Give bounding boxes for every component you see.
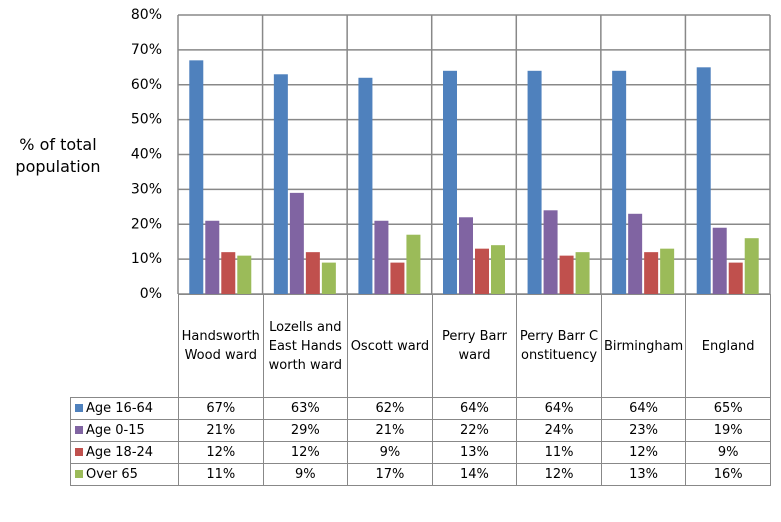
- table-value: 64%: [431, 397, 518, 420]
- category-label: Oscott ward: [347, 294, 433, 398]
- legend-entry: Age 16-64: [70, 397, 179, 420]
- bar: [728, 262, 743, 294]
- legend-entry: Age 0-15: [70, 419, 179, 442]
- legend-label: Age 16-64: [86, 401, 154, 416]
- table-value: 9%: [347, 441, 433, 464]
- table-value: 11%: [178, 463, 264, 486]
- bar: [660, 248, 675, 294]
- series-row: Over 65 11% 9% 17% 14% 12% 13% 16%: [70, 463, 771, 486]
- table-value: 22%: [431, 419, 518, 442]
- data-table: Handsworth Wood ward Lozells and East Han…: [70, 294, 771, 486]
- table-value: 24%: [516, 419, 602, 442]
- bar: [696, 67, 711, 294]
- legend-entry: Age 18-24: [70, 441, 179, 464]
- bar: [374, 220, 389, 294]
- legend-label: Over 65: [86, 467, 138, 482]
- bar: [305, 252, 320, 294]
- y-tick-label: 40%: [131, 147, 162, 163]
- bar: [712, 227, 727, 294]
- bar: [475, 248, 489, 294]
- legend-swatch: [75, 404, 83, 412]
- bar: [575, 252, 590, 294]
- table-value: 9%: [685, 441, 771, 464]
- legend-label: Age 18-24: [86, 445, 154, 460]
- table-value: 12%: [178, 441, 264, 464]
- bar: [644, 252, 659, 294]
- bar: [189, 60, 204, 295]
- table-value: 62%: [347, 397, 433, 420]
- bar: [443, 70, 457, 294]
- table-value: 23%: [600, 419, 687, 442]
- category-label: England: [685, 294, 771, 398]
- table-value: 9%: [262, 463, 349, 486]
- table-value: 17%: [347, 463, 433, 486]
- bar: [612, 70, 627, 294]
- table-value: 63%: [262, 397, 349, 420]
- table-value: 29%: [262, 419, 349, 442]
- table-value: 11%: [516, 441, 602, 464]
- header-row: Handsworth Wood ward Lozells and East Han…: [70, 294, 771, 398]
- y-tick-label: 20%: [131, 216, 162, 232]
- table-value: 14%: [431, 463, 518, 486]
- bar: [237, 255, 252, 294]
- bar: [406, 234, 421, 294]
- category-label: Perry Barr ward: [431, 294, 518, 398]
- series-row: Age 18-24 12% 12% 9% 13% 11% 12% 9%: [70, 441, 771, 464]
- table-value: 21%: [347, 419, 433, 442]
- table-value: 67%: [178, 397, 264, 420]
- table-value: 21%: [178, 419, 264, 442]
- bar: [527, 70, 542, 294]
- bar: [559, 255, 574, 294]
- category-label: Lozells and East Handsworth ward: [262, 294, 349, 398]
- y-tick-label: 50%: [131, 112, 162, 128]
- legend-swatch: [75, 426, 83, 434]
- legend-swatch: [75, 448, 83, 456]
- table-value: 13%: [600, 463, 687, 486]
- bar: [289, 192, 304, 294]
- table-value: 12%: [262, 441, 349, 464]
- bar: [491, 245, 505, 294]
- bar: [358, 77, 373, 295]
- bar: [205, 220, 220, 294]
- legend-swatch: [75, 470, 83, 478]
- y-tick-label: 60%: [131, 77, 162, 93]
- series-row: Age 0-15 21% 29% 21% 22% 24% 23% 19%: [70, 419, 771, 442]
- table-value: 64%: [600, 397, 687, 420]
- table-value: 13%: [431, 441, 518, 464]
- bar: [390, 262, 405, 294]
- series-row: Age 16-64 67% 63% 62% 64% 64% 64% 65%: [70, 397, 771, 420]
- table-value: 16%: [685, 463, 771, 486]
- y-tick-label: 10%: [131, 251, 162, 267]
- y-tick-label: 70%: [131, 42, 162, 58]
- table-value: 19%: [685, 419, 771, 442]
- table-value: 12%: [516, 463, 602, 486]
- bar: [744, 238, 759, 294]
- bar: [273, 74, 288, 294]
- y-axis-label: % of total population: [15, 135, 101, 176]
- table-value: 64%: [516, 397, 602, 420]
- category-label: Handsworth Wood ward: [178, 294, 264, 398]
- category-label: Birmingham: [600, 294, 687, 398]
- bar: [628, 213, 643, 294]
- bar: [321, 262, 336, 294]
- y-tick-label: 80%: [131, 7, 162, 23]
- table-value: 12%: [600, 441, 687, 464]
- table-value: 65%: [685, 397, 771, 420]
- bar: [221, 252, 236, 294]
- category-label: Perry Barr Constituency: [516, 294, 602, 398]
- bar: [459, 217, 473, 294]
- legend-label: Age 0-15: [86, 423, 145, 438]
- y-tick-label: 30%: [131, 181, 162, 197]
- legend-entry: Over 65: [70, 463, 179, 486]
- bar: [543, 210, 558, 294]
- blank-cell: [70, 294, 179, 398]
